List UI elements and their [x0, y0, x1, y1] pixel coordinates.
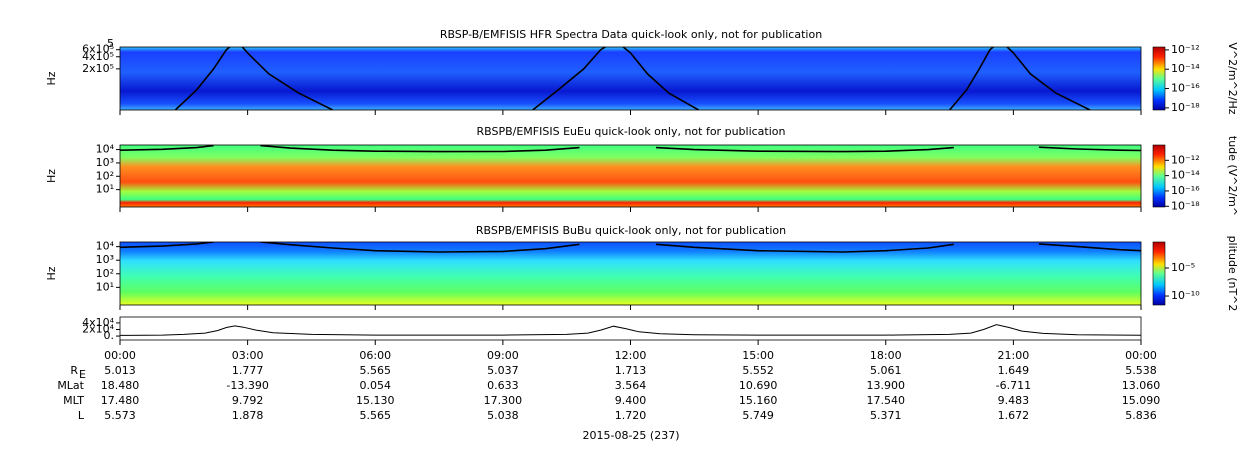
ephemeris-value: 3.564 — [615, 379, 647, 392]
colorbar-label: tude (V^2/m^ — [1226, 136, 1239, 216]
y-tick-label: 4x10⁴ — [82, 316, 115, 329]
plot-frame — [119, 316, 1142, 341]
ephemeris-value: 5.371 — [870, 409, 902, 422]
colorbar — [1152, 144, 1166, 208]
ephemeris-value: 15.130 — [356, 394, 395, 407]
ephemeris-value: 1.649 — [998, 364, 1030, 377]
colorbar-tick-label: 10⁻¹⁸ — [1171, 199, 1200, 212]
x-tick-label: 03:00 — [232, 349, 264, 362]
colorbar-tick-label: 10⁻¹² — [1171, 153, 1200, 166]
colorbar-tick-label: 10⁻¹⁶ — [1171, 82, 1200, 95]
colorbar-tick-label: 10⁻¹⁴ — [1171, 62, 1200, 75]
line — [120, 324, 1141, 336]
ephemeris-value: 5.573 — [104, 409, 136, 422]
ephemeris-value: 17.540 — [867, 394, 906, 407]
ephemeris-value: 13.060 — [1122, 379, 1161, 392]
chart-title: RBSPB/EMFISIS BuBu quick-look only, not … — [476, 224, 786, 237]
ephemeris-value: -6.711 — [996, 379, 1031, 392]
chart-title: RBSP-B/EMFISIS HFR Spectra Data quick-lo… — [440, 28, 822, 41]
y-tick-label: 2x10⁵ — [82, 62, 114, 75]
y-tick-label: 10⁴ — [96, 143, 115, 156]
row-label: L — [78, 409, 85, 422]
y-axis-label: Hz — [45, 266, 58, 280]
ephemeris-value: 1.777 — [232, 364, 264, 377]
x-tick-label: 09:00 — [487, 349, 519, 362]
colorbar-label: V^2/m^2/Hz — [1226, 42, 1239, 114]
ephemeris-value: 5.013 — [104, 364, 136, 377]
y-tick-label: 10³ — [96, 253, 114, 266]
curve — [174, 47, 1091, 110]
ephemeris-value: 9.792 — [232, 394, 264, 407]
ephemeris-value: 0.054 — [360, 379, 392, 392]
ephemeris-value: 5.552 — [742, 364, 774, 377]
row-label: MLT — [63, 394, 84, 407]
y-tick-label: 10¹ — [96, 183, 114, 196]
colorbar-label: plitude (nT^2 — [1226, 236, 1239, 312]
ephemeris-value: 15.160 — [739, 394, 778, 407]
x-tick-label: 06:00 — [359, 349, 391, 362]
y-tick-label: 10³ — [96, 156, 114, 169]
colorbar-tick-label: 10⁻¹² — [1171, 43, 1200, 56]
ephemeris-value: -13.390 — [226, 379, 268, 392]
spectrogram — [120, 242, 1141, 305]
colorbar-tick-label: 10⁻⁵ — [1171, 261, 1195, 274]
ephemeris-value: 5.836 — [1125, 409, 1157, 422]
curve — [120, 145, 1141, 153]
y-axis-label: Hz — [45, 71, 58, 85]
x-tick-label: 15:00 — [742, 349, 774, 362]
x-axis-label: 2015-08-25 (237) — [582, 429, 679, 442]
colorbar-tick-label: 10⁻¹⁰ — [1171, 289, 1200, 302]
y-tick-label: 10⁴ — [96, 240, 115, 253]
ephemeris-value: 1.672 — [998, 409, 1030, 422]
spectrogram — [120, 145, 1141, 207]
y-tick-label: 5 — [107, 37, 114, 50]
row-label-sub: E — [79, 368, 86, 381]
curve — [120, 242, 1141, 253]
row-label: MLat — [57, 379, 84, 392]
ephemeris-value: 1.720 — [615, 409, 647, 422]
ephemeris-value: 13.900 — [867, 379, 906, 392]
y-tick-label: 4x10⁵ — [82, 50, 114, 63]
ephemeris-value: 5.038 — [487, 409, 519, 422]
ephemeris-value: 5.037 — [487, 364, 519, 377]
y-tick-label: 10² — [96, 267, 114, 280]
ephemeris-value: 5.749 — [742, 409, 774, 422]
x-tick-label: 21:00 — [998, 349, 1030, 362]
y-axis-label: Hz — [45, 169, 58, 183]
chart-title: RBSPB/EMFISIS EuEu quick-look only, not … — [476, 125, 785, 138]
ephemeris-value: 9.400 — [615, 394, 647, 407]
ephemeris-value: 5.538 — [1125, 364, 1157, 377]
x-tick-label: 18:00 — [870, 349, 902, 362]
ephemeris-value: 9.483 — [998, 394, 1030, 407]
spectrogram — [120, 47, 1141, 110]
ephemeris-value: 10.690 — [739, 379, 778, 392]
ephemeris-value: 17.480 — [101, 394, 140, 407]
colorbar — [1152, 241, 1166, 306]
x-tick-label: 12:00 — [615, 349, 647, 362]
ephemeris-value: 15.090 — [1122, 394, 1161, 407]
y-tick-label: 10² — [96, 169, 114, 182]
x-tick-label: 00:00 — [104, 349, 136, 362]
ephemeris-value: 17.300 — [484, 394, 523, 407]
ephemeris-value: 1.878 — [232, 409, 264, 422]
colorbar-tick-label: 10⁻¹⁴ — [1171, 169, 1200, 182]
y-tick-label: 2x10⁴ — [82, 322, 115, 335]
ephemeris-value: 0.633 — [487, 379, 519, 392]
ephemeris-value: 5.061 — [870, 364, 902, 377]
ephemeris-value: 18.480 — [101, 379, 140, 392]
ephemeris-value: 5.565 — [360, 364, 392, 377]
ephemeris-value: 1.713 — [615, 364, 647, 377]
colorbar — [1152, 46, 1166, 111]
y-tick-label: 0. — [104, 329, 115, 342]
row-label: R — [70, 364, 78, 377]
y-tick-label: 10¹ — [96, 280, 114, 293]
y-tick-label: 6x10⁵ — [82, 43, 114, 56]
x-tick-label: 00:00 — [1125, 349, 1157, 362]
colorbar-tick-label: 10⁻¹⁶ — [1171, 184, 1200, 197]
colorbar-tick-label: 10⁻¹⁸ — [1171, 101, 1200, 114]
ephemeris-value: 5.565 — [360, 409, 392, 422]
